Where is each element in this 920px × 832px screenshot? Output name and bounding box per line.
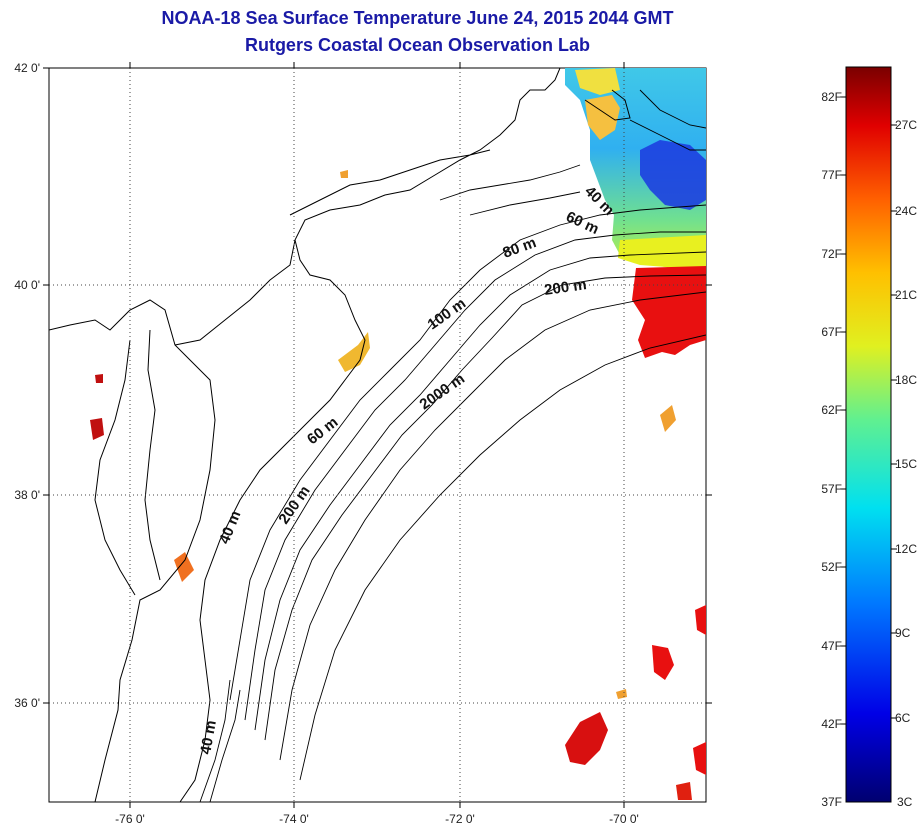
- cb-c-9: 9C: [895, 626, 911, 640]
- y-tick-40: 40 0': [14, 278, 40, 292]
- cb-f-82: 82F: [821, 90, 842, 104]
- cb-f-42: 42F: [821, 717, 842, 731]
- sst-patch-delaware: [338, 332, 370, 372]
- sst-patch-yellow-north: [575, 68, 620, 95]
- sst-patch-south-5: [676, 782, 692, 800]
- cb-c-27: 27C: [895, 118, 917, 132]
- chesapeake-bay: [94, 329, 161, 596]
- cb-f-72: 72F: [821, 247, 842, 261]
- cb-f-52: 52F: [821, 560, 842, 574]
- x-tick-74: -74 0': [279, 812, 309, 826]
- cb-f-77: 77F: [821, 168, 842, 182]
- axis-ticks: [43, 62, 712, 808]
- colorbar: [845, 66, 892, 803]
- contour-label-40m-south: 40 m: [197, 719, 220, 756]
- cb-c-15: 15C: [895, 457, 917, 471]
- cb-c-24: 24C: [895, 204, 917, 218]
- sst-patch-cool-band: [618, 235, 706, 270]
- sst-patch-chesapeake: [90, 418, 104, 440]
- sst-patch-chesapeake-n: [95, 374, 103, 383]
- cb-c-21: 21C: [895, 288, 917, 302]
- y-tick-38: 38 0': [14, 488, 40, 502]
- cb-f-47: 47F: [821, 639, 842, 653]
- x-tick-72: -72 0': [445, 812, 475, 826]
- x-tick-70: -70 0': [609, 812, 639, 826]
- cb-c-3: 3C: [897, 795, 913, 809]
- y-tick-36: 36 0': [14, 696, 40, 710]
- sst-patch-south-2: [652, 645, 674, 680]
- cb-f-67: 67F: [821, 325, 842, 339]
- sst-patch-lisland: [340, 170, 348, 178]
- sst-patch-south-4: [693, 742, 706, 775]
- coastline: [49, 68, 631, 802]
- cb-f-37: 37F: [821, 795, 842, 809]
- sst-patch-gulf-stream: [632, 266, 706, 358]
- y-tick-42: 42 0': [14, 61, 40, 75]
- contour-label-200m-ne: 200 m: [543, 276, 587, 299]
- map-frame: [48, 67, 707, 803]
- cb-c-18: 18C: [895, 373, 917, 387]
- cb-c-6: 6C: [895, 711, 911, 725]
- sst-patch-virginia: [174, 552, 194, 582]
- cb-c-12: 12C: [895, 542, 917, 556]
- x-tick-76: -76 0': [115, 812, 145, 826]
- map-subtitle: Rutgers Coastal Ocean Observation Lab: [244, 35, 591, 55]
- sst-patch-cold-core: [640, 140, 706, 210]
- map-title: NOAA-18 Sea Surface Temperature June 24,…: [161, 8, 674, 28]
- cb-f-57: 57F: [821, 482, 842, 496]
- bathymetry-contours: [199, 89, 706, 802]
- sst-patch-south-3: [695, 605, 706, 635]
- sst-patch-orange-mid: [660, 405, 676, 432]
- graticule: [49, 68, 706, 802]
- sst-patch-south-1: [565, 712, 608, 765]
- colorbar-ticks: [840, 96, 897, 725]
- cb-f-62: 62F: [821, 403, 842, 417]
